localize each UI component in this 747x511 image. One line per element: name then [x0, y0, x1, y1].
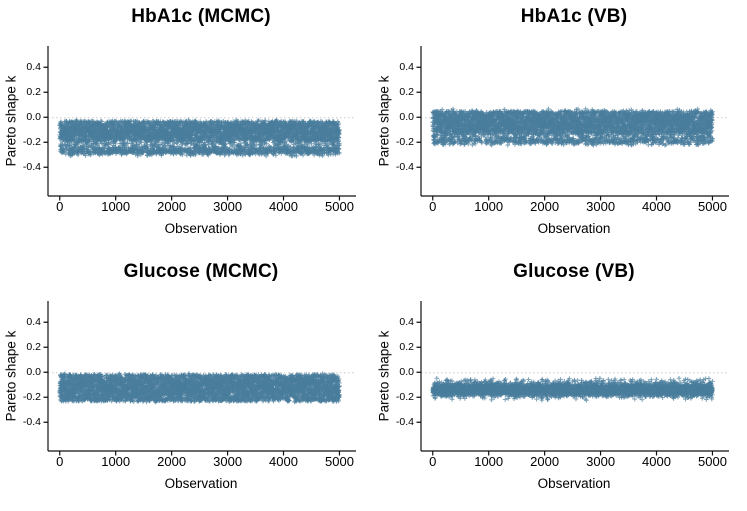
x-axis-label: Observation [164, 221, 238, 236]
scatter-canvas-hba1c-vb [373, 0, 746, 255]
y-axis-label: Pareto shape k [376, 75, 392, 167]
scatter-canvas-glucose-vb [373, 255, 746, 510]
y-axis-label: Pareto shape k [3, 330, 19, 422]
panel-title: Glucose (MCMC) [123, 261, 279, 282]
x-axis-label: Observation [537, 221, 611, 236]
panel-glucose-vb: Glucose (VB) Pareto shape k Observation … [373, 255, 747, 511]
panel-title: Glucose (VB) [513, 261, 635, 282]
y-axis-label: Pareto shape k [3, 75, 19, 167]
x-axis-label: Observation [537, 476, 611, 491]
panel-title: HbA1c (MCMC) [131, 6, 271, 27]
panel-glucose-mcmc: Glucose (MCMC) Pareto shape k Observatio… [0, 255, 373, 511]
x-axis-label: Observation [164, 476, 238, 491]
panel-title: HbA1c (VB) [520, 6, 628, 27]
panel-hba1c-mcmc: HbA1c (MCMC) Pareto shape k Observation … [0, 0, 373, 255]
scatter-canvas-glucose-mcmc [0, 255, 373, 510]
scatter-canvas-hba1c-mcmc [0, 0, 373, 255]
y-axis-label: Pareto shape k [376, 330, 392, 422]
